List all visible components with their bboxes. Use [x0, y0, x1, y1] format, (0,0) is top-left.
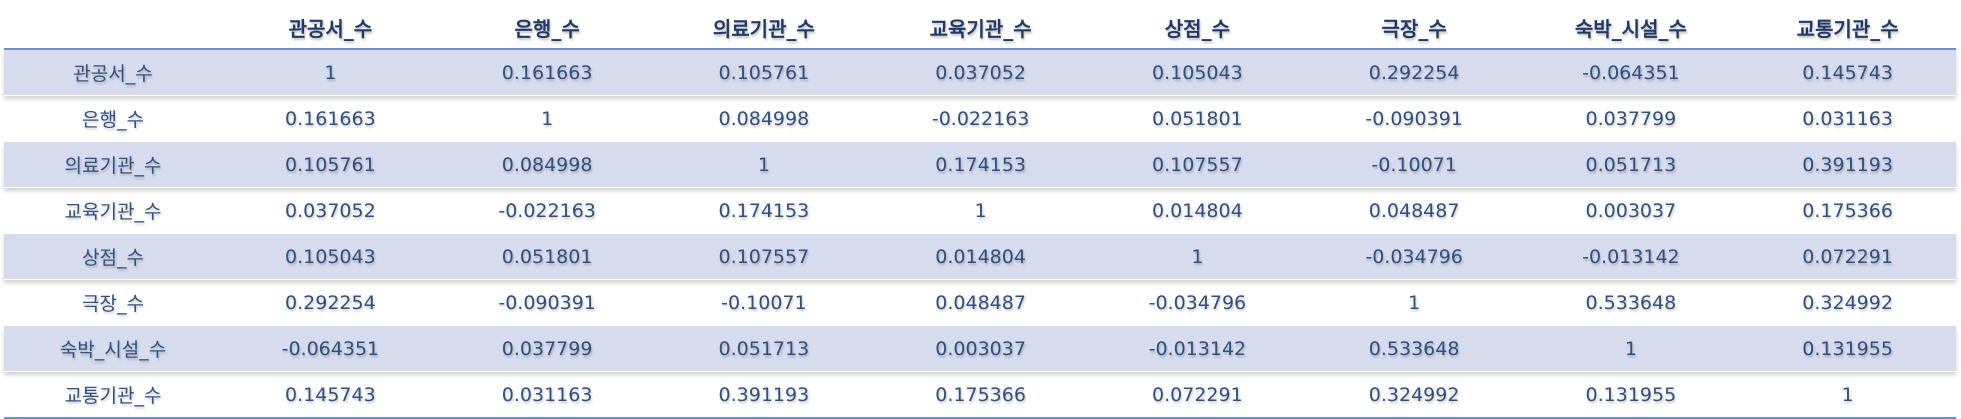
- table-row: 교육기관_수 0.037052 -0.022163 0.174153 1 0.014804…: [4, 188, 1956, 234]
- table-cell: -0.10071: [721, 291, 807, 314]
- table-cell: 0.048487: [1368, 199, 1460, 222]
- column-header: 상점_수: [1089, 6, 1306, 50]
- table-cell: 0.037052: [285, 199, 376, 222]
- table-cell: 0.003037: [872, 325, 1089, 372]
- table-cell: 0.105043: [222, 233, 439, 280]
- row-header: 숙박_시설_수: [4, 325, 222, 372]
- table-cell: 0.072291: [1739, 233, 1956, 280]
- table-cell: 0.533648: [1585, 291, 1677, 314]
- table-cell: -0.064351: [1522, 48, 1740, 96]
- table-cell: 0.174153: [718, 199, 810, 222]
- table-cell: 0.175366: [1802, 199, 1893, 222]
- corner-cell: [4, 6, 222, 50]
- header-row: 관공서_수 은행_수 의료기관_수 교육기관_수 상점_수 극장_수 숙박_시설…: [4, 6, 1956, 50]
- table-cell: 0.051713: [655, 325, 873, 372]
- row-header: 은행_수: [82, 109, 144, 131]
- table-cell: 0.084998: [718, 107, 810, 130]
- table-row: 은행_수 0.161663 1 0.084998 -0.022163 0.051801 -0…: [4, 96, 1956, 142]
- table-cell: 0.107557: [655, 233, 873, 280]
- table-row: 극장_수 0.292254 -0.090391 -0.10071 0.048487 -0.…: [4, 280, 1956, 326]
- table-cell: 0.145743: [1739, 48, 1956, 96]
- row-header: 극장_수: [82, 293, 144, 315]
- table-cell: 0.161663: [438, 48, 656, 96]
- row-header: 관공서_수: [4, 48, 222, 96]
- table-cell: 0.107557: [1089, 141, 1306, 188]
- table-cell: 0.072291: [1089, 371, 1306, 419]
- column-header: 숙박_시설_수: [1522, 6, 1740, 50]
- table-cell: 0.051713: [1522, 141, 1740, 188]
- table-body: 관공서_수 1 0.161663 0.105761 0.037052 0.105043 0.…: [4, 48, 1956, 419]
- table-cell: 0.084998: [438, 141, 656, 188]
- table-cell: -0.090391: [1365, 107, 1463, 130]
- table-cell: -0.013142: [1089, 325, 1306, 372]
- column-header: 의료기관_수: [655, 6, 873, 50]
- column-header: 극장_수: [1305, 6, 1523, 50]
- column-header: 관공서_수: [222, 6, 439, 50]
- table-cell: 0.174153: [872, 141, 1089, 188]
- table-cell: 1: [974, 199, 987, 222]
- table-row: 상점_수 0.105043 0.051801 0.107557 0.014804 1 -0.…: [4, 233, 1956, 280]
- column-header: 교육기관_수: [872, 6, 1089, 50]
- table-cell: 0.031163: [1802, 107, 1893, 130]
- table-cell: 1: [1408, 291, 1421, 314]
- column-header: 은행_수: [438, 6, 656, 50]
- table-cell: 0.131955: [1739, 325, 1956, 372]
- table-cell: 1: [1739, 371, 1956, 419]
- table-row: 의료기관_수 0.105761 0.084998 1 0.174153 0.107557-…: [4, 141, 1956, 188]
- table-cell: 0.175366: [872, 371, 1089, 419]
- table-cell: 0.324992: [1802, 291, 1893, 314]
- correlation-table: 관공서_수 은행_수 의료기관_수 교육기관_수 상점_수 극장_수 숙박_시설…: [4, 6, 1956, 419]
- row-header: 상점_수: [4, 233, 222, 280]
- table-cell: 0.145743: [222, 371, 439, 419]
- table-cell: 0.324992: [1305, 371, 1523, 419]
- table-cell: 0.051801: [438, 233, 656, 280]
- table-cell: 1: [541, 107, 554, 130]
- table-cell: 0.105043: [1089, 48, 1306, 96]
- table-cell: 0.533648: [1305, 325, 1523, 372]
- row-header: 교육기관_수: [64, 201, 162, 223]
- table-row: 관공서_수 1 0.161663 0.105761 0.037052 0.105043 0.…: [4, 48, 1956, 96]
- table-cell: -0.034796: [1148, 291, 1247, 314]
- table-cell: -0.022163: [931, 107, 1030, 130]
- table-cell: -0.090391: [498, 291, 596, 314]
- table-cell: 0.048487: [935, 291, 1026, 314]
- table-cell: 1: [1089, 233, 1306, 280]
- table-cell: 0.391193: [1739, 141, 1956, 188]
- table-row: 교통기관_수 0.145743 0.031163 0.391193 0.175366 0.…: [4, 371, 1956, 419]
- row-header: 교통기관_수: [4, 371, 222, 419]
- table-cell: 0.031163: [438, 371, 656, 419]
- table-cell: 0.105761: [222, 141, 439, 188]
- table-cell: 0.051801: [1152, 107, 1243, 130]
- table-cell: 0.161663: [285, 107, 376, 130]
- table-cell: -0.034796: [1305, 233, 1523, 280]
- table-cell: 0.003037: [1585, 199, 1677, 222]
- table-cell: -0.064351: [222, 325, 439, 372]
- table-cell: -0.022163: [498, 199, 596, 222]
- table-cell: 0.105761: [655, 48, 873, 96]
- table-cell: 0.037052: [872, 48, 1089, 96]
- table-cell: 0.014804: [872, 233, 1089, 280]
- table-cell: 0.131955: [1522, 371, 1740, 419]
- table-cell: 0.014804: [1152, 199, 1243, 222]
- table-cell: -0.10071: [1305, 141, 1523, 188]
- table-cell: -0.013142: [1522, 233, 1740, 280]
- table-row: 숙박_시설_수 -0.064351 0.037799 0.051713 0.003037…: [4, 325, 1956, 372]
- correlation-table-container: 관공서_수 은행_수 의료기관_수 교육기관_수 상점_수 극장_수 숙박_시설…: [4, 6, 1956, 419]
- table-cell: 1: [1522, 325, 1740, 372]
- column-header: 교통기관_수: [1739, 6, 1956, 50]
- table-cell: 0.292254: [1305, 48, 1523, 96]
- row-header: 의료기관_수: [4, 141, 222, 188]
- table-cell: 0.292254: [285, 291, 376, 314]
- table-cell: 0.037799: [1585, 107, 1677, 130]
- table-cell: 1: [655, 141, 873, 188]
- table-cell: 0.037799: [438, 325, 656, 372]
- table-cell: 0.391193: [655, 371, 873, 419]
- table-cell: 1: [222, 48, 439, 96]
- table-header: 관공서_수 은행_수 의료기관_수 교육기관_수 상점_수 극장_수 숙박_시설…: [4, 6, 1956, 50]
